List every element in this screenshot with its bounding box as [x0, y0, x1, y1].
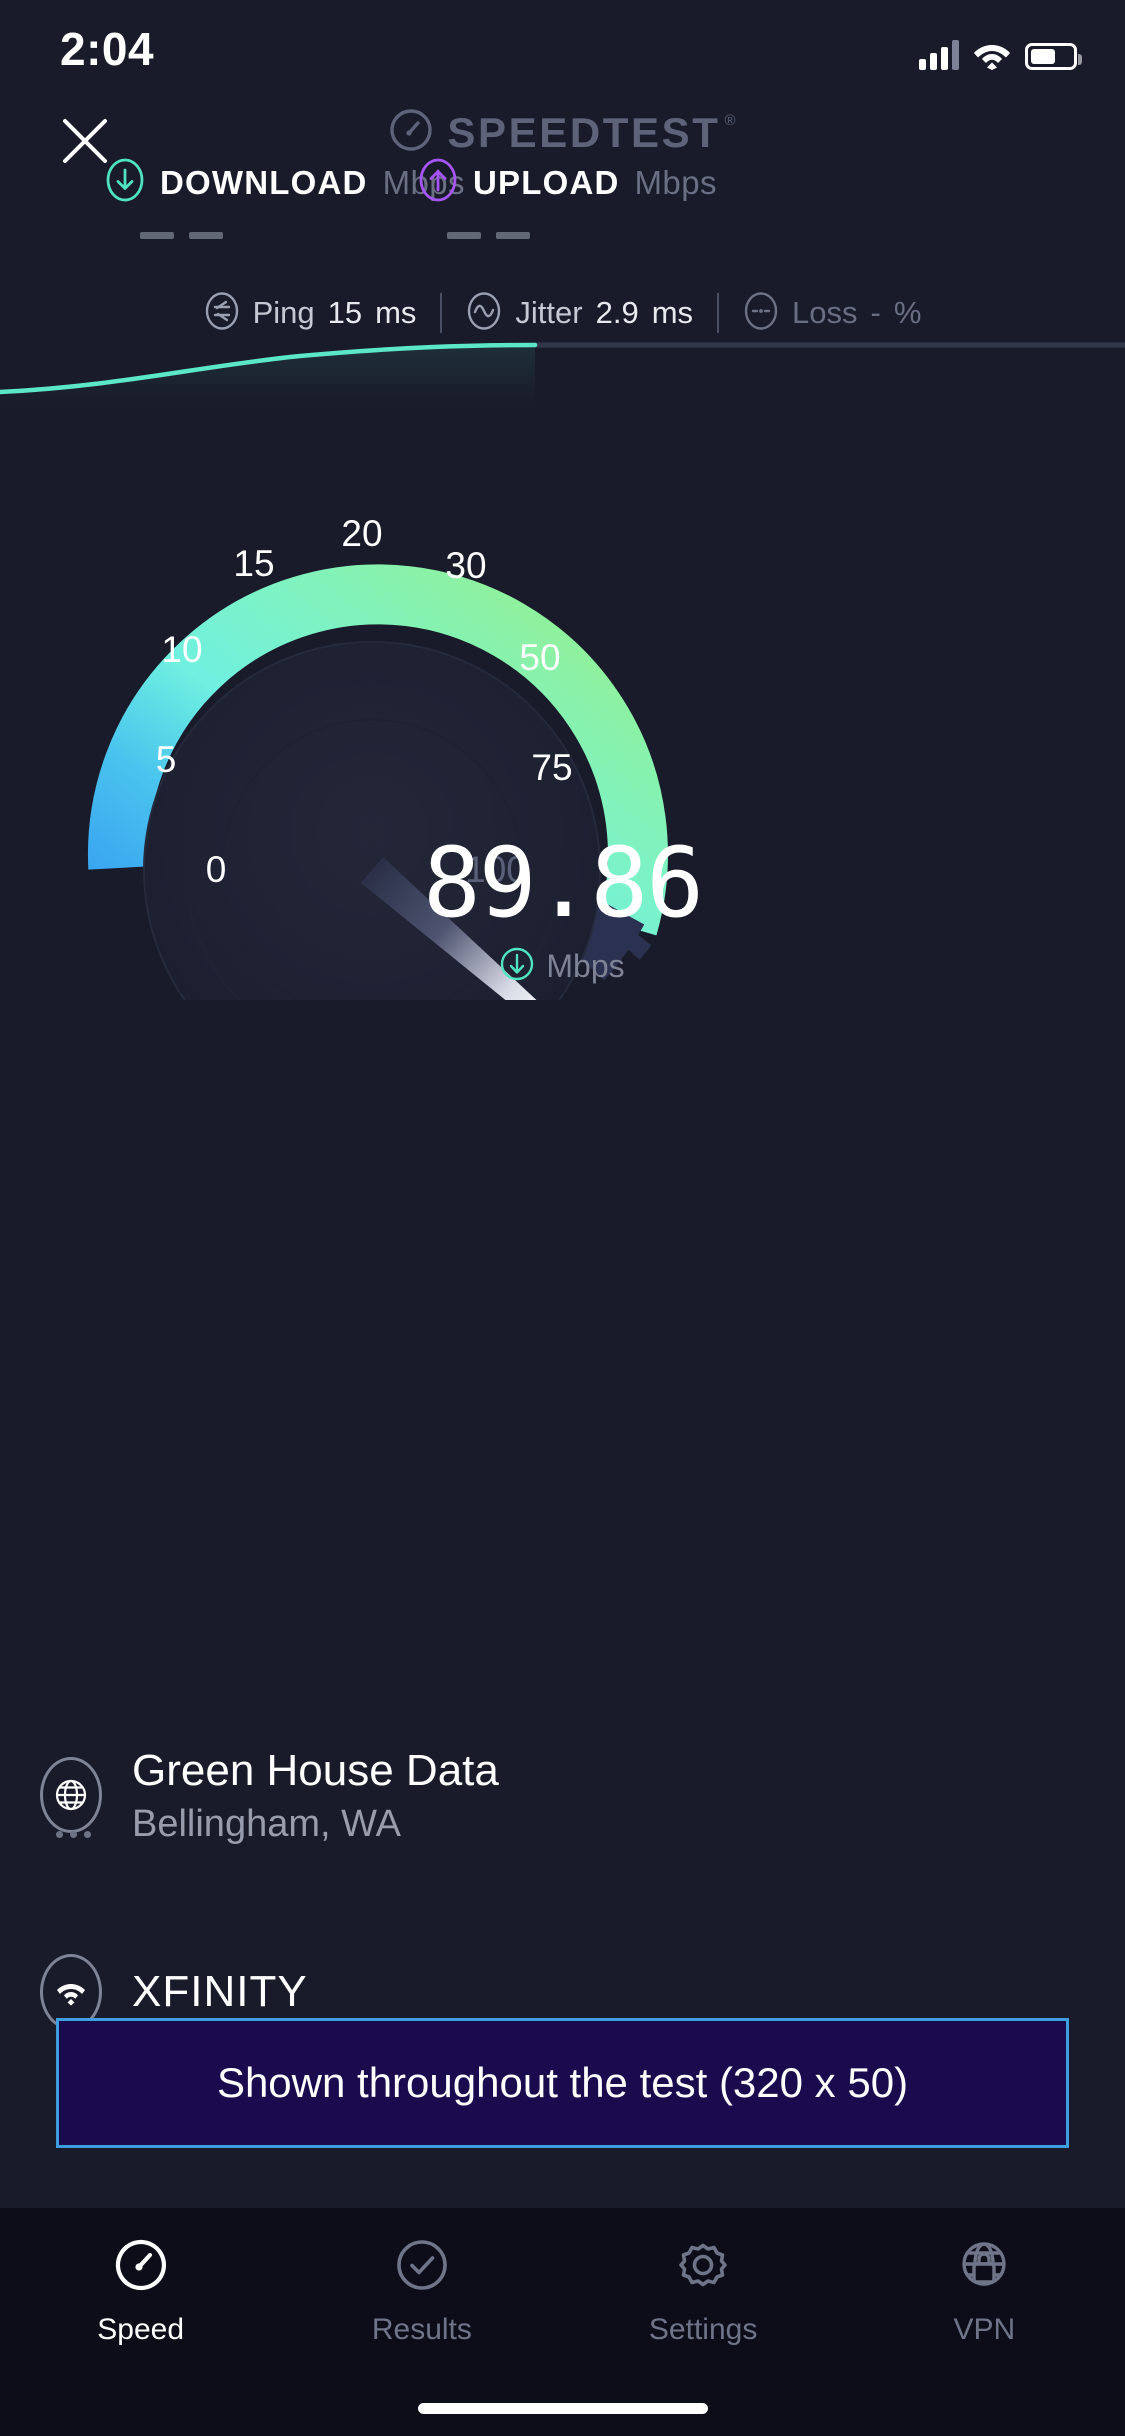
loss-value: -: [870, 295, 881, 330]
speed-unit: Mbps: [546, 948, 625, 984]
tab-speed[interactable]: Speed: [0, 2236, 281, 2347]
download-header: DOWNLOAD Mbps: [105, 158, 465, 207]
gear-icon: [674, 2236, 732, 2299]
metric-headers: DOWNLOAD Mbps UPLOAD Mbps: [0, 158, 1125, 216]
jitter-stat: Jitter 2.9 ms: [442, 291, 717, 336]
download-label: DOWNLOAD: [160, 163, 368, 201]
brand-title: SPEEDTEST: [447, 108, 721, 156]
battery-icon: [1025, 43, 1082, 70]
ping-icon: [204, 291, 240, 336]
loss-icon: [743, 291, 779, 336]
download-value-placeholder: [140, 232, 223, 239]
connection-stats-row: Ping 15 ms Jitter 2.9 ms: [0, 288, 1125, 338]
bottom-tab-bar: Speed Results Settings: [0, 2208, 1125, 2436]
ad-banner[interactable]: Shown throughout the test (320 x 50): [56, 2018, 1069, 2148]
status-bar-icons: [919, 28, 1082, 70]
tab-settings[interactable]: Settings: [563, 2236, 844, 2347]
upload-value-placeholder: [447, 232, 530, 239]
wifi-icon: [973, 40, 1011, 70]
globe-icon: [40, 1757, 102, 1834]
arrow-down-circle-icon: [105, 158, 145, 207]
ping-value: 15: [327, 295, 363, 330]
upload-header: UPLOAD Mbps: [418, 158, 717, 207]
trademark-symbol: ®: [724, 112, 736, 129]
vpn-globe-icon: [955, 2236, 1013, 2299]
isp-name: XFINITY: [132, 1966, 308, 2016]
stat-divider: [440, 293, 443, 333]
cellular-signal-icon: [919, 40, 959, 70]
gauge-tick-0: 0: [205, 849, 227, 890]
loss-unit: %: [893, 295, 922, 330]
tab-speed-label: Speed: [97, 2313, 184, 2346]
gauge-tick-20: 20: [341, 513, 383, 554]
ad-banner-text: Shown throughout the test (320 x 50): [216, 2059, 909, 2106]
arrow-up-circle-icon: [418, 158, 458, 207]
gauge-tick-100: 100: [465, 849, 527, 890]
progress-graph: [0, 330, 1125, 405]
tab-results[interactable]: Results: [281, 2236, 562, 2347]
tab-settings-label: Settings: [648, 2313, 758, 2346]
ping-stat: Ping 15 ms: [180, 291, 441, 336]
loss-label: Loss: [792, 295, 858, 330]
ping-label: Ping: [252, 295, 315, 330]
gauge-tick-5: 5: [155, 739, 177, 780]
status-bar-time: 2:04: [60, 23, 155, 75]
server-row[interactable]: Green House Data Bellingham, WA: [40, 1745, 1085, 1846]
metric-values: [0, 232, 1125, 272]
tab-results-label: Results: [371, 2313, 472, 2346]
ping-unit: ms: [375, 295, 417, 330]
gauge-tick-50: 50: [519, 637, 561, 678]
gauge-tick-15: 15: [233, 543, 275, 584]
close-button[interactable]: [40, 100, 130, 180]
home-indicator: [417, 2403, 708, 2414]
jitter-unit: ms: [651, 295, 694, 330]
loss-stat: Loss - %: [719, 291, 945, 336]
gauge-tick-75: 75: [531, 747, 573, 788]
connection-info: Green House Data Bellingham, WA XFINITY: [40, 1745, 1085, 2030]
speed-readout: 89.86 Mbps: [0, 835, 1125, 986]
speed-unit-row: Mbps: [0, 947, 1125, 986]
stat-divider: [717, 293, 720, 333]
server-name: Green House Data: [132, 1746, 499, 1795]
upload-unit: Mbps: [634, 163, 717, 201]
jitter-value: 2.9: [595, 295, 639, 330]
arrow-down-circle-icon: [500, 947, 534, 986]
tab-vpn-label: VPN: [953, 2313, 1016, 2346]
status-bar: 2:04: [0, 0, 1125, 100]
speed-gauge: 0 5 10 15 20 30 50 75 100: [62, 440, 1062, 1000]
check-circle-icon: [393, 2236, 451, 2299]
gauge-tick-10: 10: [161, 629, 203, 670]
speed-value: 89.86: [423, 827, 704, 939]
server-location: Bellingham, WA: [132, 1802, 401, 1845]
gauge-tick-30: 30: [445, 545, 487, 586]
tab-vpn[interactable]: VPN: [844, 2236, 1125, 2347]
speedtest-logo-icon: [389, 108, 433, 157]
ellipsis-icon[interactable]: [56, 1831, 91, 1838]
app-brand-header: SPEEDTEST ®: [0, 108, 1125, 157]
upload-label: UPLOAD: [473, 163, 620, 201]
jitter-icon: [466, 291, 502, 336]
jitter-label: Jitter: [515, 295, 583, 330]
isp-row[interactable]: XFINITY: [40, 1953, 1085, 2030]
speedometer-icon: [112, 2236, 170, 2299]
